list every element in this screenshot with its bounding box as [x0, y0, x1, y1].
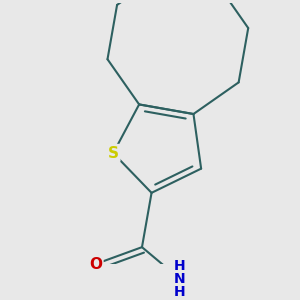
Text: O: O	[89, 256, 102, 272]
Text: H
N
H: H N H	[174, 259, 186, 299]
Text: S: S	[108, 146, 119, 160]
